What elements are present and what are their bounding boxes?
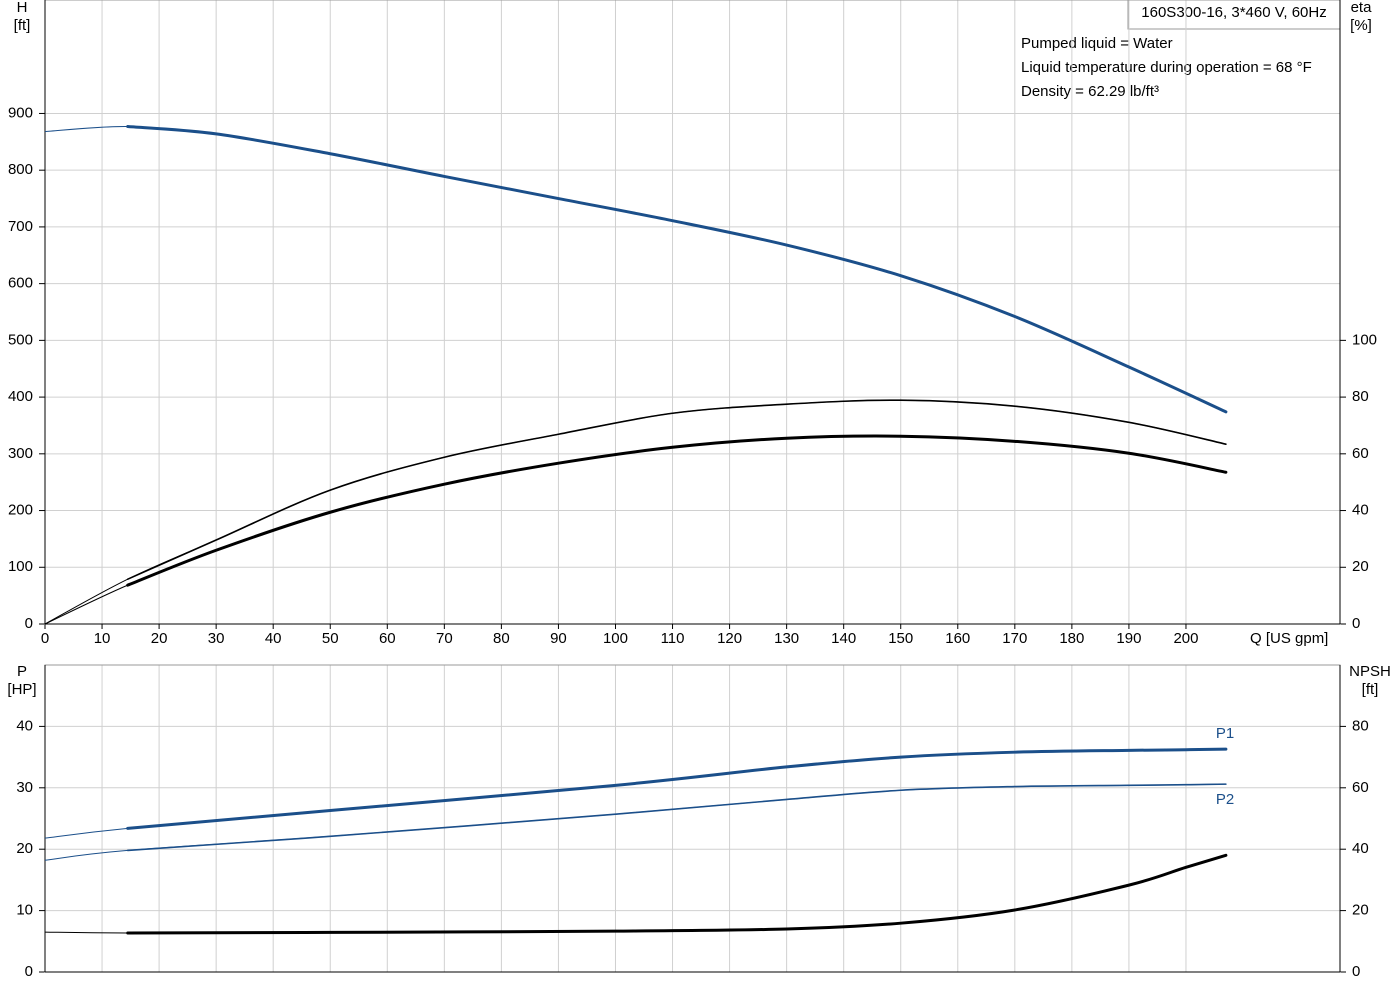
y-tick-label: 10: [16, 902, 33, 919]
x-tick-label: 60: [379, 630, 396, 647]
y-axis-unit: [HP]: [7, 681, 36, 698]
y-tick-label: 500: [8, 331, 33, 348]
x-tick-label: 0: [41, 630, 49, 647]
y-tick-label: 400: [8, 388, 33, 405]
y2-tick-label: 0: [1352, 615, 1360, 632]
y-tick-label: 40: [16, 717, 33, 734]
y-axis-unit: [ft]: [14, 17, 31, 34]
y-tick-label: 200: [8, 502, 33, 519]
curve-operating-range: [126, 399, 1227, 580]
x-tick-label: 130: [774, 630, 799, 647]
y2-axis-unit: [%]: [1350, 17, 1372, 34]
x-tick-label: 70: [436, 630, 453, 647]
y-tick-label: 20: [16, 840, 33, 857]
y2-tick-label: 60: [1352, 445, 1369, 462]
y-tick-label: 0: [25, 615, 33, 632]
curve: [44, 435, 1226, 625]
y2-axis-unit: [ft]: [1362, 681, 1379, 698]
annotation: Pumped liquid = Water: [1021, 35, 1173, 52]
x-tick-label: 30: [208, 630, 225, 647]
x-tick-label: 140: [831, 630, 856, 647]
x-tick-label: 160: [945, 630, 970, 647]
y2-tick-label: 80: [1352, 717, 1369, 734]
y2-tick-label: 40: [1352, 840, 1369, 857]
y-tick-label: 900: [8, 104, 33, 121]
y-axis-label: H: [17, 0, 28, 16]
x-tick-label: 150: [888, 630, 913, 647]
curve-operating-range: [126, 434, 1228, 587]
y2-tick-label: 0: [1352, 963, 1360, 980]
curve-operating-range: [126, 747, 1228, 830]
y-tick-label: 700: [8, 218, 33, 235]
y2-tick-label: 100: [1352, 331, 1377, 348]
annotation: Liquid temperature during operation = 68…: [1021, 59, 1312, 76]
x-tick-label: 90: [550, 630, 567, 647]
title-box: [1127, 0, 1341, 30]
x-tick-label: 20: [151, 630, 168, 647]
y-axis-label: P: [17, 663, 27, 680]
x-tick-label: 200: [1173, 630, 1198, 647]
curve: [44, 854, 1227, 934]
curve-operating-range: [126, 783, 1227, 852]
curve: [44, 126, 1227, 413]
x-tick-label: 190: [1116, 630, 1141, 647]
curve: [44, 748, 1226, 839]
x-tick-label: 50: [322, 630, 339, 647]
annotation: Density = 62.29 lb/ft³: [1021, 83, 1159, 100]
y-tick-label: 600: [8, 275, 33, 292]
curve-label: P2: [1216, 791, 1234, 808]
y-tick-label: 800: [8, 161, 33, 178]
x-tick-label: 100: [603, 630, 628, 647]
x-tick-label: 110: [661, 630, 685, 647]
y2-axis-label: NPSH: [1349, 663, 1391, 680]
curve-label: P1: [1216, 725, 1234, 742]
y-tick-label: 0: [25, 963, 33, 980]
y2-tick-label: 80: [1352, 388, 1369, 405]
y-tick-label: 100: [8, 558, 33, 575]
y2-tick-label: 60: [1352, 779, 1369, 796]
curve-operating-range: [126, 853, 1228, 935]
x-tick-label: 170: [1002, 630, 1027, 647]
y2-tick-label: 20: [1352, 902, 1369, 919]
curve-operating-range: [126, 125, 1228, 414]
y2-tick-label: 40: [1352, 502, 1369, 519]
chart-title: 160S300-16, 3*460 V, 60Hz: [1141, 4, 1326, 21]
y2-tick-label: 20: [1352, 558, 1369, 575]
x-axis-label: Q [US gpm]: [1250, 630, 1328, 647]
x-tick-label: 10: [94, 630, 111, 647]
x-tick-label: 40: [265, 630, 282, 647]
y2-axis-label: eta: [1351, 0, 1373, 16]
x-tick-label: 180: [1059, 630, 1084, 647]
x-tick-label: 120: [717, 630, 742, 647]
y-tick-label: 30: [16, 779, 33, 796]
curve: [44, 399, 1227, 625]
y-tick-label: 300: [8, 445, 33, 462]
x-tick-label: 80: [493, 630, 510, 647]
